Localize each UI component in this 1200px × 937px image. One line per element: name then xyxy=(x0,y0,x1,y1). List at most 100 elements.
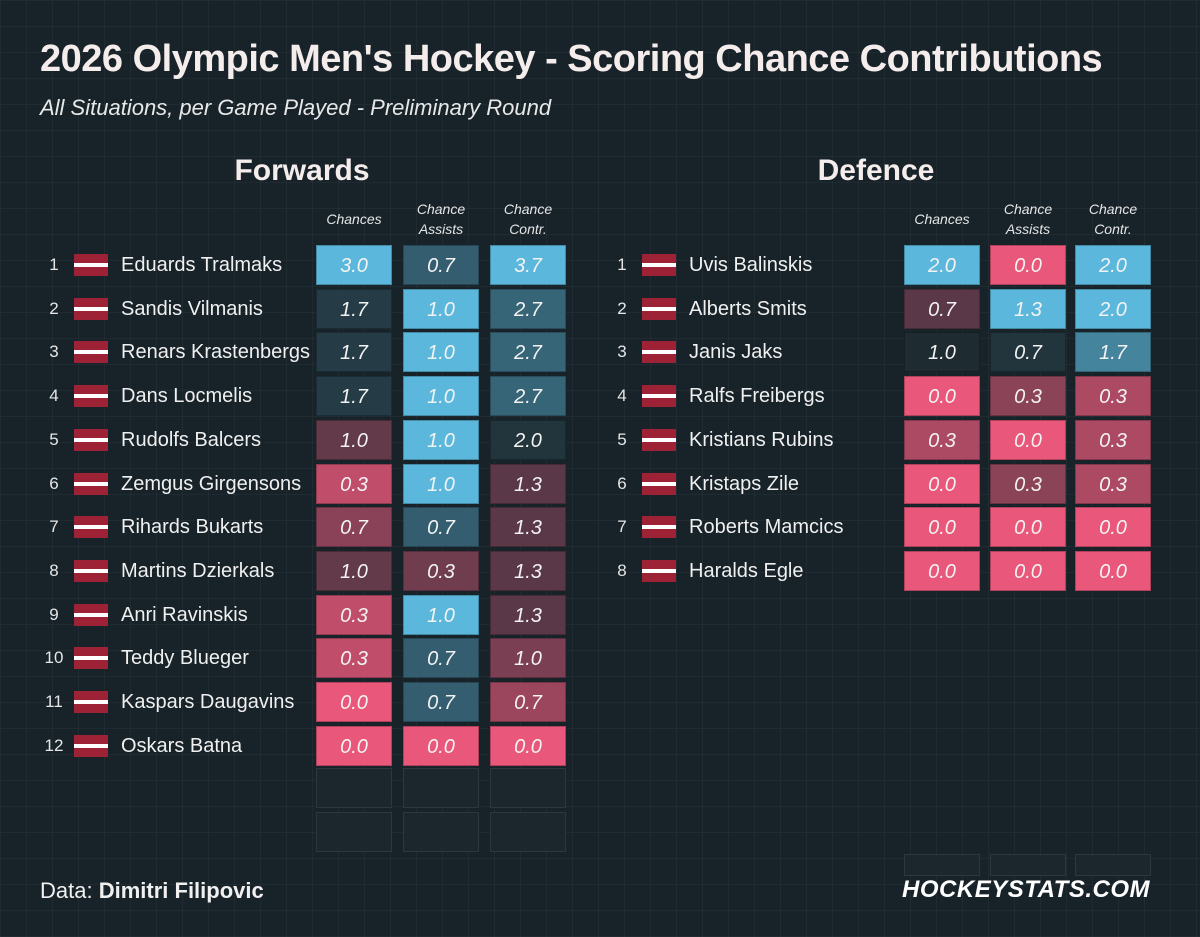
value-cell: 0.0 xyxy=(904,464,980,504)
table-row: 5 Rudolfs Balcers 1.0 1.0 2.0 xyxy=(40,420,566,460)
table-row: 7 Roberts Mamcics 0.0 0.0 0.0 xyxy=(608,507,1151,547)
empty-cell xyxy=(490,768,566,808)
latvia-flag-icon xyxy=(74,254,108,276)
latvia-flag-icon xyxy=(74,691,108,713)
empty-cell xyxy=(990,854,1066,876)
latvia-flag-icon xyxy=(642,298,676,320)
player-name: Anri Ravinskis xyxy=(121,604,248,626)
value-cell: 1.0 xyxy=(403,464,479,504)
player-name: Eduards Tralmaks xyxy=(121,254,283,276)
player-name: Uvis Balinskis xyxy=(689,254,813,276)
value-cell: 0.7 xyxy=(403,682,479,722)
player-rank: 6 xyxy=(617,474,627,493)
value-cell: 0.0 xyxy=(904,551,980,591)
table-row: 4 Dans Locmelis 1.7 1.0 2.7 xyxy=(40,376,566,416)
value-cell: 3.7 xyxy=(490,245,566,285)
value-cell: 1.0 xyxy=(316,551,392,591)
latvia-flag-icon xyxy=(642,473,676,495)
value-cell: 1.7 xyxy=(316,332,392,372)
data-credit-label: Data: xyxy=(40,878,93,903)
value-cell: 0.7 xyxy=(316,507,392,547)
value-cell: 1.0 xyxy=(904,332,980,372)
latvia-flag-icon xyxy=(74,560,108,582)
latvia-flag-icon xyxy=(642,516,676,538)
value-cell: 2.7 xyxy=(490,332,566,372)
value-cell: 1.0 xyxy=(403,332,479,372)
value-cell: 0.0 xyxy=(990,420,1066,460)
player-rank: 3 xyxy=(617,342,627,361)
value-cell: 0.0 xyxy=(990,507,1066,547)
value-cell: 1.3 xyxy=(490,507,566,547)
value-cell: 1.3 xyxy=(490,551,566,591)
value-cell: 0.7 xyxy=(990,332,1066,372)
value-cell: 0.3 xyxy=(316,464,392,504)
table-row: 9 Anri Ravinskis 0.3 1.0 1.3 xyxy=(40,595,566,635)
player-rank: 3 xyxy=(49,342,59,361)
empty-cell xyxy=(403,812,479,852)
table-row: 12 Oskars Batna 0.0 0.0 0.0 xyxy=(40,726,566,766)
player-rank: 2 xyxy=(617,299,627,318)
value-cell: 0.3 xyxy=(316,638,392,678)
value-cell: 0.0 xyxy=(1075,551,1151,591)
player-rank: 11 xyxy=(45,692,63,711)
table-row: 11 Kaspars Daugavins 0.0 0.7 0.7 xyxy=(40,682,566,722)
latvia-flag-icon xyxy=(74,385,108,407)
latvia-flag-icon xyxy=(642,341,676,363)
latvia-flag-icon xyxy=(74,473,108,495)
player-name: Renars Krastenbergs xyxy=(121,341,310,363)
value-cell: 0.0 xyxy=(316,682,392,722)
value-cell: 0.0 xyxy=(490,726,566,766)
value-cell: 0.3 xyxy=(1075,420,1151,460)
value-cell: 1.3 xyxy=(990,289,1066,329)
player-name: Sandis Vilmanis xyxy=(121,298,263,320)
value-cell: 0.0 xyxy=(990,551,1066,591)
latvia-flag-icon xyxy=(642,385,676,407)
player-name: Haralds Egle xyxy=(689,560,804,582)
value-cell: 0.7 xyxy=(904,289,980,329)
player-name: Kaspars Daugavins xyxy=(121,691,295,713)
player-rank: 7 xyxy=(49,517,59,536)
latvia-flag-icon xyxy=(74,341,108,363)
value-cell: 0.0 xyxy=(990,245,1066,285)
value-cell: 3.0 xyxy=(316,245,392,285)
player-rank: 6 xyxy=(49,474,59,493)
value-cell: 1.0 xyxy=(403,376,479,416)
table-row: 1 Uvis Balinskis 2.0 0.0 2.0 xyxy=(608,245,1151,285)
player-rank: 8 xyxy=(49,561,59,580)
value-cell: 2.0 xyxy=(904,245,980,285)
value-cell: 0.7 xyxy=(403,638,479,678)
table-row: 8 Haralds Egle 0.0 0.0 0.0 xyxy=(608,551,1151,591)
column-header: Chance Assists xyxy=(416,201,466,237)
player-name: Rudolfs Balcers xyxy=(121,429,262,451)
player-name: Roberts Mamcics xyxy=(689,516,844,538)
empty-cell xyxy=(316,812,392,852)
value-cell: 0.3 xyxy=(990,464,1066,504)
table-row: 10 Teddy Blueger 0.3 0.7 1.0 xyxy=(40,638,566,678)
empty-cell xyxy=(316,768,392,808)
value-cell: 1.3 xyxy=(490,595,566,635)
value-cell: 1.3 xyxy=(490,464,566,504)
table-row: 1 Eduards Tralmaks 3.0 0.7 3.7 xyxy=(40,245,566,285)
table-row: 2 Sandis Vilmanis 1.7 1.0 2.7 xyxy=(40,289,566,329)
player-name: Ralfs Freibergs xyxy=(689,385,825,407)
column-header: Chance Contr. xyxy=(503,201,553,237)
player-rank: 7 xyxy=(617,517,627,536)
latvia-flag-icon xyxy=(74,298,108,320)
value-cell: 1.7 xyxy=(316,289,392,329)
latvia-flag-icon xyxy=(642,254,676,276)
latvia-flag-icon xyxy=(74,516,108,538)
value-cell: 2.0 xyxy=(1075,245,1151,285)
value-cell: 0.3 xyxy=(1075,376,1151,416)
chart-title: 2026 Olympic Men's Hockey - Scoring Chan… xyxy=(40,38,1103,80)
value-cell: 0.3 xyxy=(990,376,1066,416)
value-cell: 1.0 xyxy=(316,420,392,460)
column-header: Chances xyxy=(326,211,382,227)
player-rank: 12 xyxy=(44,736,64,755)
value-cell: 2.7 xyxy=(490,289,566,329)
value-cell: 1.0 xyxy=(490,638,566,678)
latvia-flag-icon xyxy=(74,735,108,757)
value-cell: 0.3 xyxy=(1075,464,1151,504)
player-name: Teddy Blueger xyxy=(121,647,249,669)
column-header: Chances xyxy=(914,211,970,227)
value-cell: 1.0 xyxy=(403,595,479,635)
